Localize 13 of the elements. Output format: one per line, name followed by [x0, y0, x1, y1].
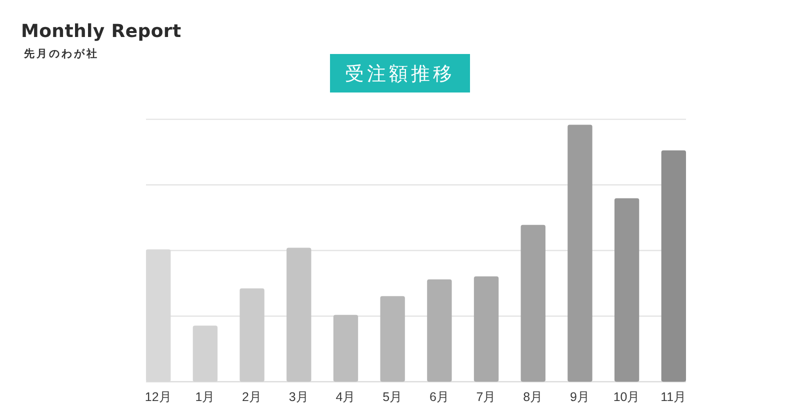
x-tick-label: 12月 — [144, 390, 172, 404]
x-tick-label: 7月 — [476, 390, 496, 404]
x-tick-label: 11月 — [660, 390, 687, 404]
x-tick-label: 6月 — [429, 390, 450, 404]
x-tick-label: 10月 — [613, 390, 640, 404]
x-tick-label: 3月 — [288, 390, 309, 404]
x-tick-label: 1月 — [195, 390, 216, 404]
chart-title: 受注額推移 — [345, 64, 455, 85]
x-tick-label: 4月 — [336, 390, 356, 404]
x-tick-label: 2月 — [242, 390, 262, 404]
x-tick-label: 5月 — [382, 390, 403, 404]
x-tick-label: 8月 — [523, 390, 544, 404]
x-tick-label: 9月 — [570, 390, 590, 404]
